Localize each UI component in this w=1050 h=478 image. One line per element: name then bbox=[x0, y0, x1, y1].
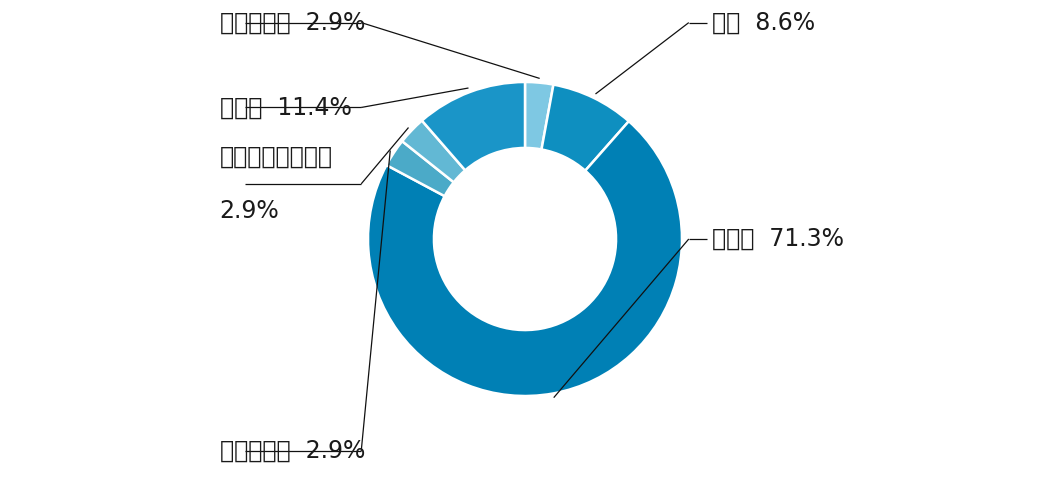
Wedge shape bbox=[542, 85, 629, 171]
Wedge shape bbox=[422, 82, 525, 170]
Text: 輸送  8.6%: 輸送 8.6% bbox=[712, 11, 815, 34]
Wedge shape bbox=[386, 141, 454, 196]
Wedge shape bbox=[368, 121, 682, 396]
Text: 情報通信業  2.9%: 情報通信業 2.9% bbox=[219, 439, 365, 463]
Text: 技術・サービス業: 技術・サービス業 bbox=[219, 144, 333, 169]
Text: 2.9%: 2.9% bbox=[219, 199, 279, 223]
Wedge shape bbox=[402, 120, 465, 182]
Text: 製造業  71.3%: 製造業 71.3% bbox=[712, 227, 844, 251]
Wedge shape bbox=[525, 82, 553, 150]
Text: 卸・小売業  2.9%: 卸・小売業 2.9% bbox=[219, 11, 365, 34]
Text: 建設業  11.4%: 建設業 11.4% bbox=[219, 96, 352, 120]
